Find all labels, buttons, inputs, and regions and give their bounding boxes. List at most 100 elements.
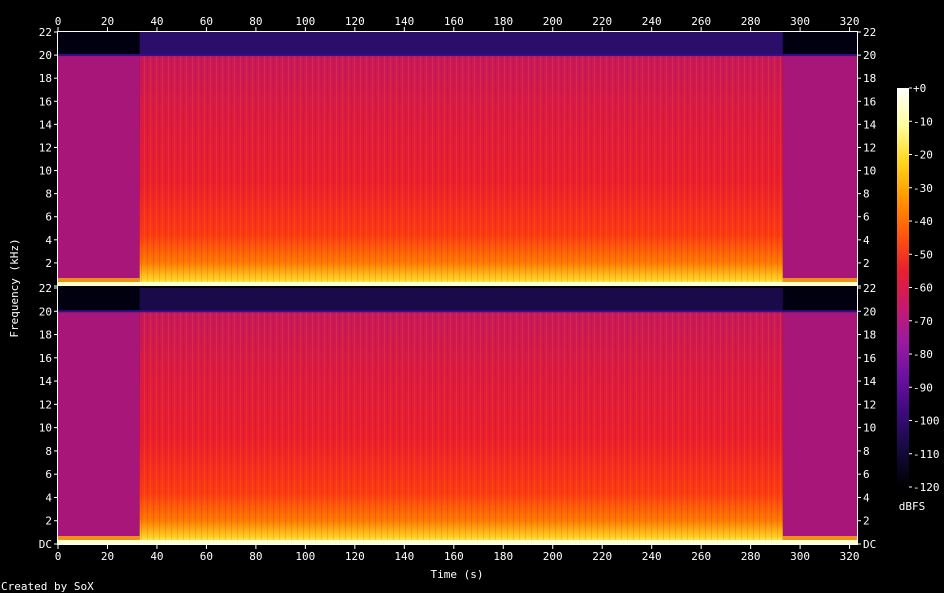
y-tick-label-right: DC bbox=[863, 538, 876, 551]
y-tick-label-left: 8 bbox=[45, 188, 52, 201]
x-tick-label-bottom: 20 bbox=[101, 550, 114, 563]
colorbar-tick-label: -30 bbox=[913, 182, 933, 195]
colorbar-tick-label: -10 bbox=[913, 115, 933, 128]
x-tick-label-top: 240 bbox=[642, 15, 662, 28]
x-tick-label-top: 100 bbox=[295, 15, 315, 28]
channel-1-quiet-section bbox=[782, 55, 857, 286]
y-tick-label-right: 20 bbox=[863, 49, 876, 62]
y-tick-label-left: 14 bbox=[39, 118, 53, 131]
y-tick-label-right: 22 bbox=[863, 282, 876, 295]
y-tick-label-left: 18 bbox=[39, 72, 52, 85]
x-tick-label-top: 0 bbox=[55, 15, 62, 28]
y-tick-label-right: 2 bbox=[863, 515, 870, 528]
y-tick-label-left: 20 bbox=[39, 49, 52, 62]
y-tick-label-right: 18 bbox=[863, 72, 876, 85]
channel-2-cutoff-line bbox=[58, 310, 857, 313]
y-tick-label-right: 16 bbox=[863, 352, 876, 365]
y-tick-label-right: 10 bbox=[863, 422, 876, 435]
x-tick-label-top: 200 bbox=[543, 15, 563, 28]
y-tick-label-left: 10 bbox=[39, 422, 52, 435]
channel-1-dc-band bbox=[58, 282, 857, 286]
y-tick-label-right: 4 bbox=[863, 234, 870, 247]
x-tick-label-top: 220 bbox=[592, 15, 612, 28]
x-tick-label-bottom: 260 bbox=[691, 550, 711, 563]
channel-2-loud-high-band bbox=[139, 288, 783, 312]
y-tick-label-left: 8 bbox=[45, 445, 52, 458]
x-tick-label-bottom: 60 bbox=[200, 550, 213, 563]
y-tick-label-right: 6 bbox=[863, 468, 870, 481]
y-axis-label: Frequency (kHz) bbox=[8, 238, 21, 337]
y-tick-label-left: 18 bbox=[39, 329, 52, 342]
colorbar-tick-label: -80 bbox=[913, 348, 933, 361]
y-tick-label-right: 14 bbox=[863, 375, 877, 388]
x-tick-label-top: 20 bbox=[101, 15, 114, 28]
channel-1-spectrogram bbox=[58, 32, 857, 286]
channel-1-texture bbox=[139, 55, 783, 286]
x-tick-label-bottom: 120 bbox=[345, 550, 365, 563]
y-tick-label-right: 14 bbox=[863, 118, 877, 131]
y-tick-label-left: 2 bbox=[45, 515, 52, 528]
y-tick-label-right: 4 bbox=[863, 491, 870, 504]
colorbar: +0 -10 -20 -30 -40 -50 -60 -70 -80 -90 -100 -110 -12… bbox=[897, 82, 940, 494]
y-tick-label-right: 6 bbox=[863, 211, 870, 224]
channel-1-loud-high-band bbox=[139, 32, 783, 56]
y-tick-label-left: 22 bbox=[39, 282, 52, 295]
channel-2-spectrogram bbox=[58, 288, 857, 544]
x-tick-label-top: 140 bbox=[394, 15, 414, 28]
x-tick-label-top: 260 bbox=[691, 15, 711, 28]
x-tick-label-bottom: 0 bbox=[55, 550, 62, 563]
credit-text: Created by SoX bbox=[1, 580, 94, 593]
colorbar-tick-label: -90 bbox=[913, 381, 933, 394]
colorbar-tick-label: -100 bbox=[913, 415, 940, 428]
x-tick-label-top: 160 bbox=[444, 15, 464, 28]
y-tick-label-right: 10 bbox=[863, 165, 876, 178]
channel-2-texture bbox=[139, 311, 783, 544]
y-tick-label-right: 12 bbox=[863, 141, 876, 154]
y-tick-label-left: 20 bbox=[39, 305, 52, 318]
y-tick-label-left: 16 bbox=[39, 352, 52, 365]
channel-2-quiet-section bbox=[782, 311, 857, 544]
x-tick-label-top: 300 bbox=[790, 15, 810, 28]
colorbar-gradient bbox=[897, 88, 909, 487]
x-tick-label-bottom: 180 bbox=[493, 550, 513, 563]
x-tick-label-bottom: 140 bbox=[394, 550, 414, 563]
y-tick-label-left: DC bbox=[39, 538, 52, 551]
channel-1-cutoff-line bbox=[58, 54, 857, 57]
x-tick-label-top: 80 bbox=[249, 15, 262, 28]
x-tick-label-bottom: 160 bbox=[444, 550, 464, 563]
x-tick-label-bottom: 300 bbox=[790, 550, 810, 563]
colorbar-tick-label: -110 bbox=[913, 448, 940, 461]
y-tick-label-right: 8 bbox=[863, 188, 870, 201]
y-tick-label-right: 20 bbox=[863, 305, 876, 318]
colorbar-label: dBFS bbox=[899, 500, 926, 513]
y-tick-label-right: 18 bbox=[863, 329, 876, 342]
x-tick-label-top: 320 bbox=[840, 15, 860, 28]
y-tick-label-left: 6 bbox=[45, 211, 52, 224]
x-axis-label: Time (s) bbox=[431, 568, 484, 581]
y-tick-label-left: 12 bbox=[39, 398, 52, 411]
y-tick-label-right: 22 bbox=[863, 26, 876, 39]
x-tick-label-bottom: 200 bbox=[543, 550, 563, 563]
x-tick-label-top: 280 bbox=[741, 15, 761, 28]
y-tick-label-left: 6 bbox=[45, 468, 52, 481]
x-tick-label-top: 180 bbox=[493, 15, 513, 28]
x-tick-label-bottom: 220 bbox=[592, 550, 612, 563]
colorbar-tick-label: -60 bbox=[913, 282, 933, 295]
y-tick-label-right: 12 bbox=[863, 398, 876, 411]
x-tick-label-top: 40 bbox=[150, 15, 163, 28]
colorbar-tick-label: -50 bbox=[913, 248, 933, 261]
channel-2-dc-band bbox=[58, 540, 857, 544]
y-tick-label-right: 8 bbox=[863, 445, 870, 458]
channel-2-quiet-section bbox=[58, 311, 140, 544]
y-tick-label-left: 4 bbox=[45, 491, 52, 504]
x-tick-label-top: 120 bbox=[345, 15, 365, 28]
y-tick-label-left: 10 bbox=[39, 165, 52, 178]
x-tick-label-bottom: 240 bbox=[642, 550, 662, 563]
y-tick-label-left: 22 bbox=[39, 26, 52, 39]
y-tick-label-left: 4 bbox=[45, 234, 52, 247]
colorbar-tick-label: -70 bbox=[913, 315, 933, 328]
x-tick-label-bottom: 40 bbox=[150, 550, 163, 563]
x-tick-label-bottom: 100 bbox=[295, 550, 315, 563]
plot-frame bbox=[57, 31, 858, 545]
